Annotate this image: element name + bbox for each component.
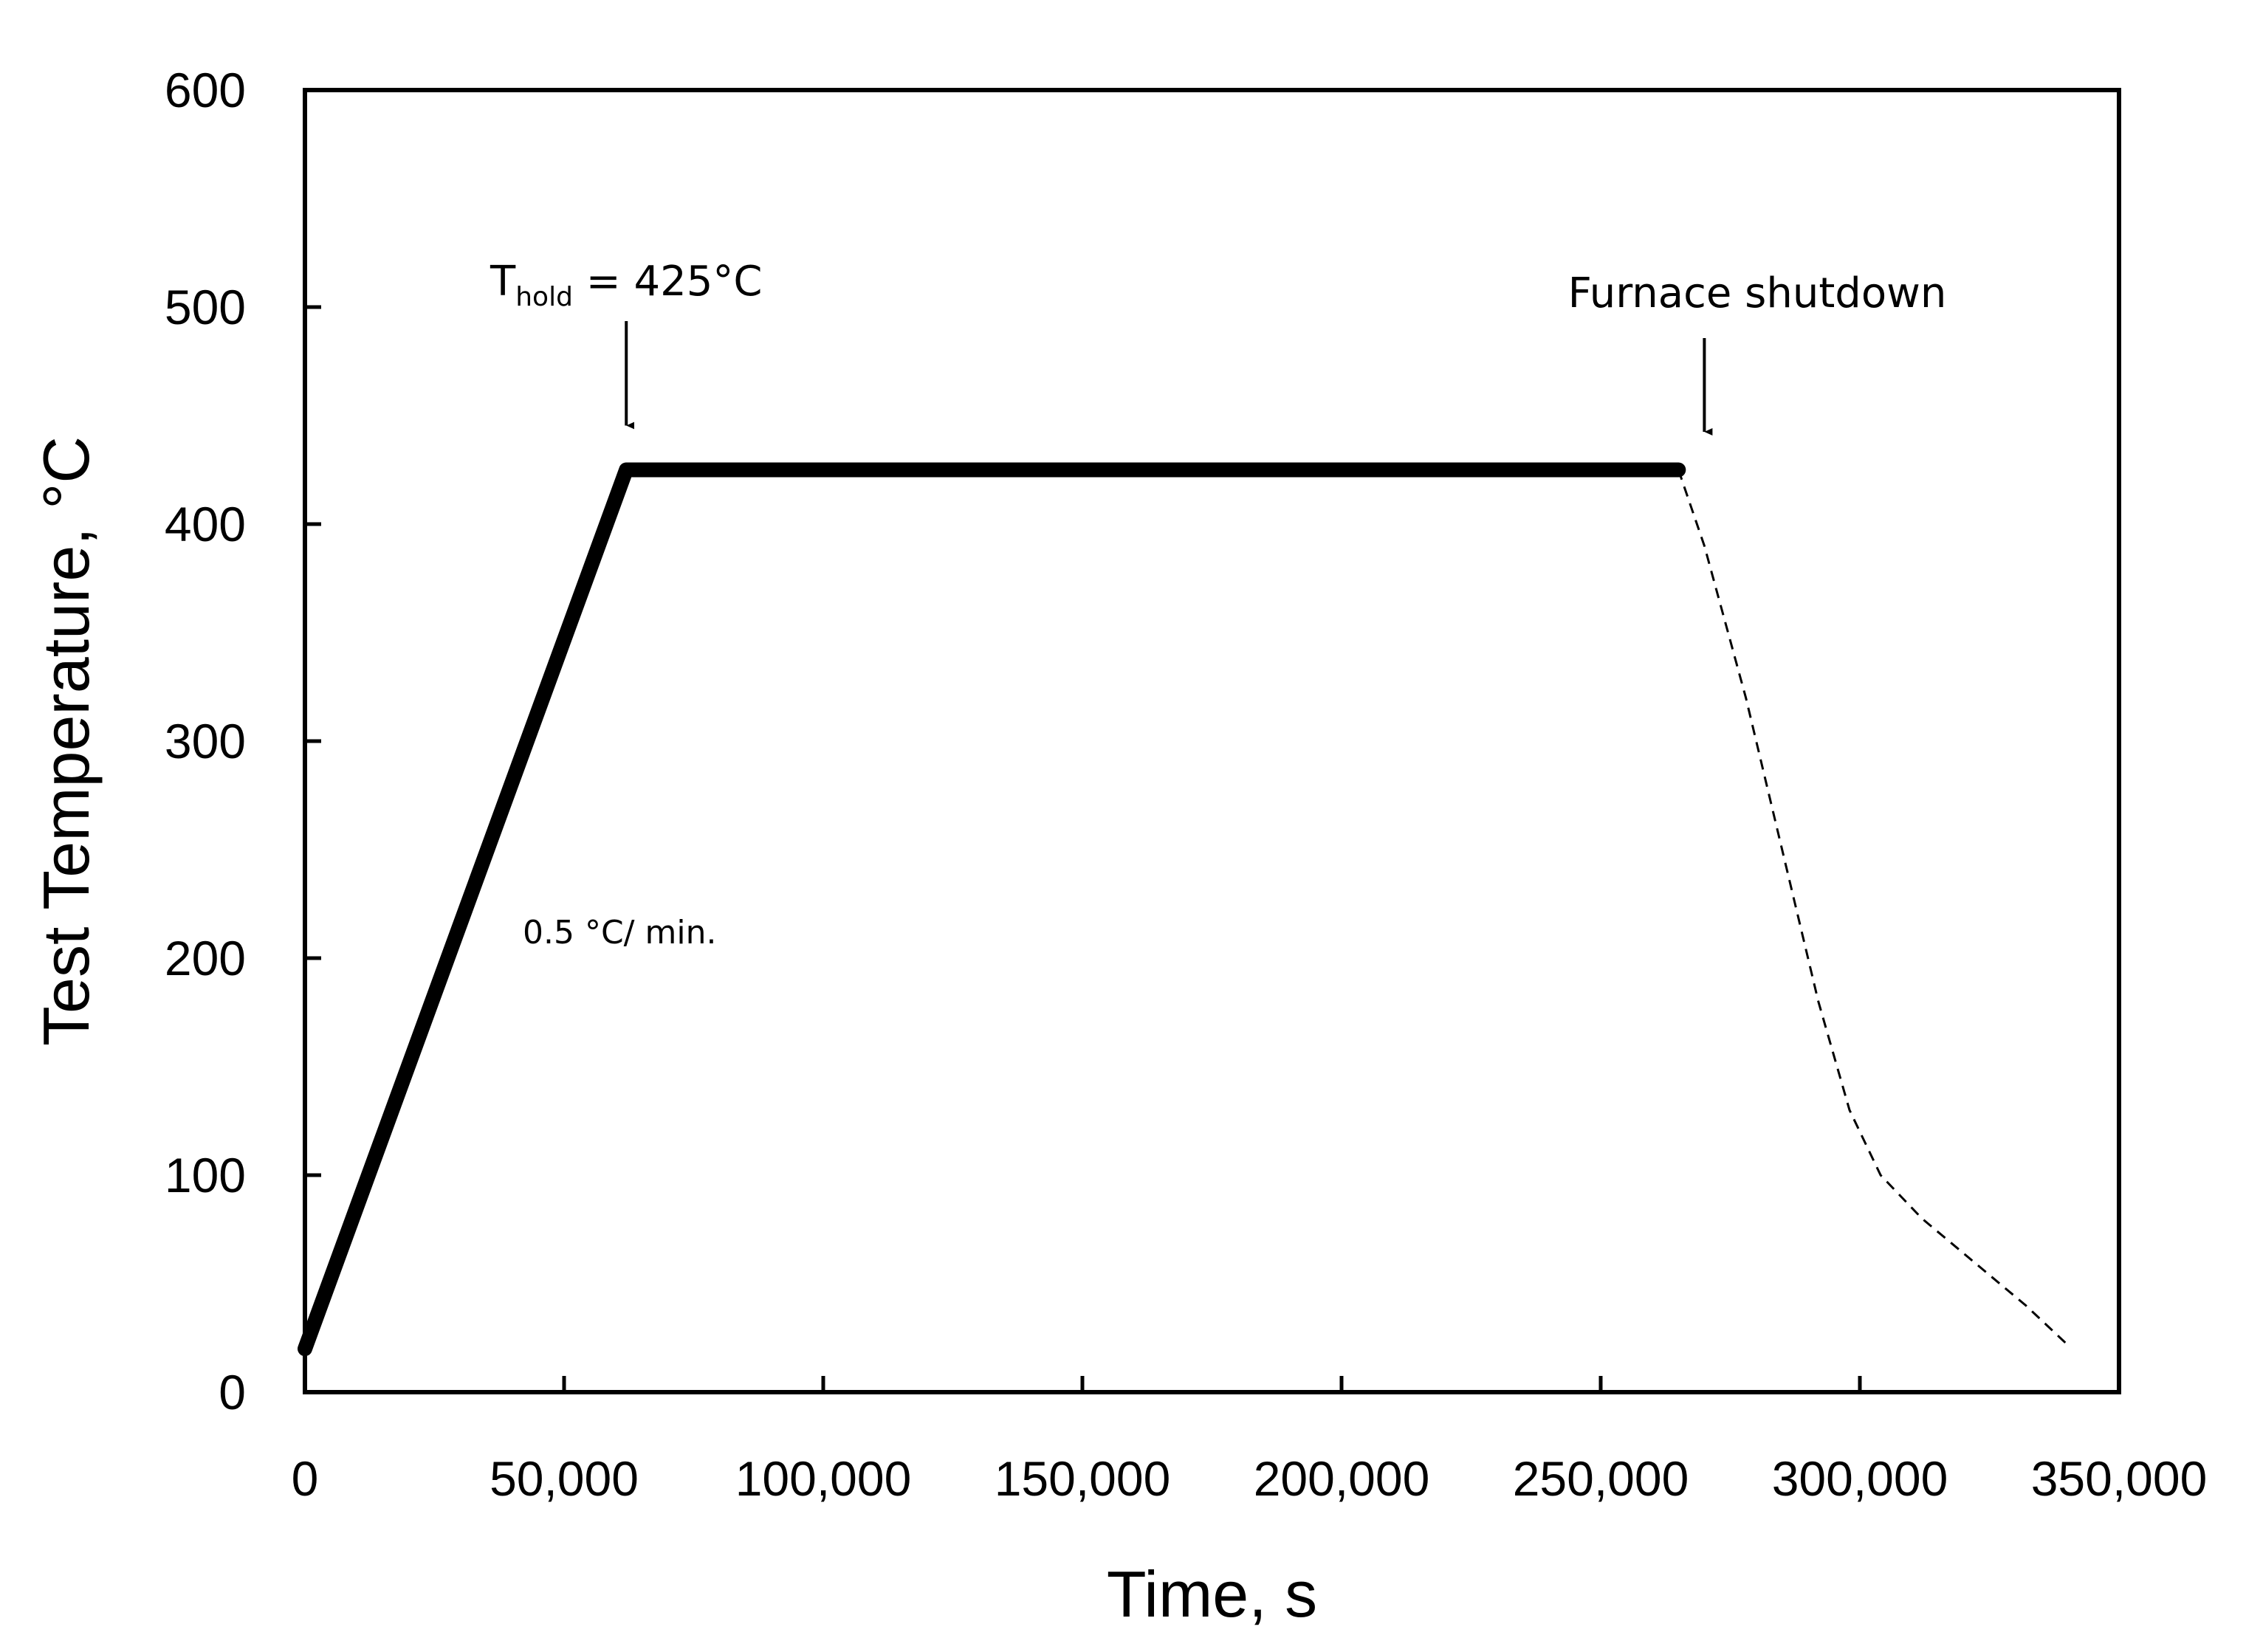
- x-tick-label: 100,000: [735, 1451, 912, 1506]
- x-tick-label: 50,000: [490, 1451, 639, 1506]
- y-tick-label: 500: [165, 280, 246, 334]
- y-tick-label: 300: [165, 714, 246, 768]
- y-tick-label: 100: [165, 1148, 246, 1202]
- x-axis-ticks: [303, 1376, 2121, 1392]
- x-axis-tick-labels: 0 50,000 100,000 150,000 200,000 250,000 300,0…: [292, 1451, 2208, 1506]
- y-tick-label: 0: [219, 1365, 246, 1419]
- x-tick-label: 300,000: [1772, 1451, 1948, 1506]
- y-axis-title: Test Temperature, °C: [30, 436, 103, 1046]
- hold-temperature-label: Thold = 425°C: [490, 258, 762, 312]
- hold-label-subscript: hold: [515, 282, 573, 312]
- x-tick-label: 0: [292, 1451, 319, 1506]
- heating-hold-line: [298, 462, 1686, 1357]
- furnace-cooldown-line: [1677, 469, 2068, 1346]
- heating-rate-label: 0.5 °C/ min.: [523, 914, 716, 951]
- furnace-shutdown-annotation: Furnace shutdown: [1568, 269, 1947, 436]
- furnace-shutdown-label: Furnace shutdown: [1568, 269, 1947, 317]
- y-axis-ticks: [305, 88, 321, 1394]
- y-axis-tick-labels: 0 100 200 300 400 500 600: [165, 63, 246, 1419]
- hold-label-suffix: = 425°C: [573, 258, 763, 306]
- y-tick-label: 400: [165, 497, 246, 551]
- y-tick-label: 200: [165, 931, 246, 985]
- hold-temperature-annotation: Thold = 425°C: [490, 258, 762, 430]
- hold-label-prefix: T: [490, 258, 516, 306]
- series-layer: [298, 462, 2068, 1357]
- x-tick-label: 350,000: [2031, 1451, 2208, 1506]
- x-tick-label: 150,000: [995, 1451, 1171, 1506]
- y-tick-label: 600: [165, 63, 246, 117]
- x-tick-label: 200,000: [1254, 1451, 1430, 1506]
- x-axis-title: Time, s: [1107, 1558, 1317, 1631]
- x-tick-label: 250,000: [1513, 1451, 1689, 1506]
